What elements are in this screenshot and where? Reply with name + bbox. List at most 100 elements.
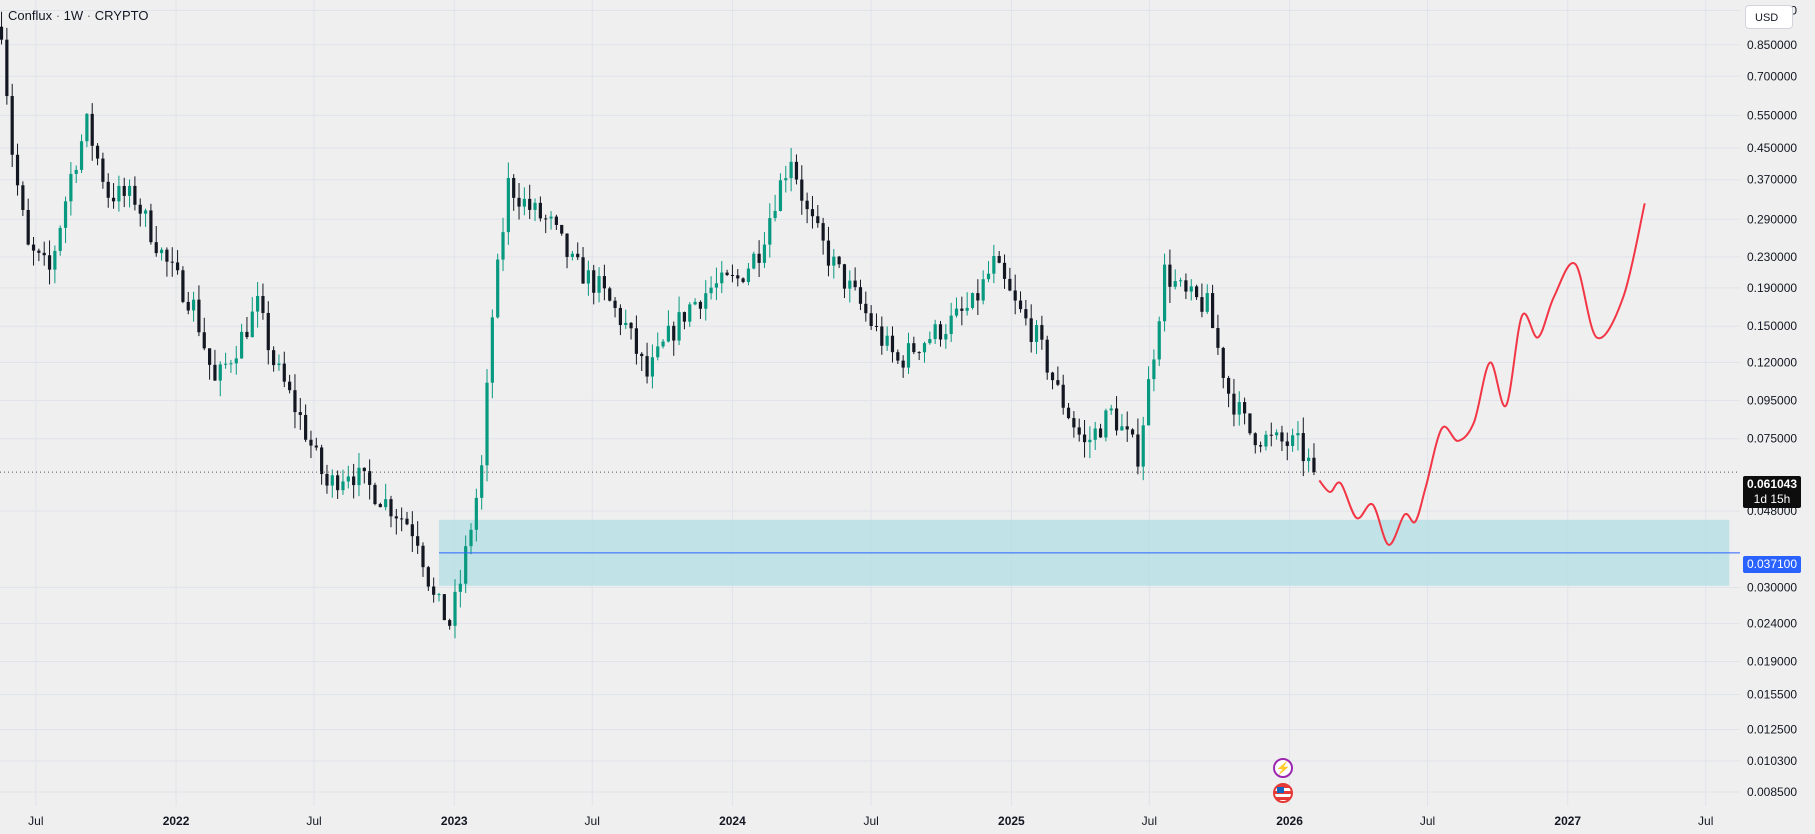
candle-body: [320, 447, 324, 474]
candle-body: [416, 536, 420, 546]
candle-body: [1146, 379, 1151, 426]
candle-body: [1130, 429, 1135, 435]
candle-body: [896, 352, 900, 361]
candle-body: [47, 255, 52, 270]
candle-body: [245, 331, 249, 338]
candle-body: [202, 332, 206, 349]
y-tick-label: 0.550000: [1747, 108, 1797, 122]
candle-body: [704, 293, 708, 309]
candle-body: [565, 233, 569, 257]
candle-body: [261, 295, 265, 313]
candle-body: [5, 39, 9, 97]
candle-body: [912, 343, 916, 353]
interval-label: 1W: [63, 8, 84, 23]
candle-body: [597, 276, 601, 293]
y-tick-label: 0.370000: [1747, 173, 1797, 187]
candle-body: [1008, 278, 1012, 291]
candle-body: [341, 481, 345, 491]
candle-body: [330, 475, 334, 486]
symbol-title[interactable]: Conflux · 1W · CRYPTO: [8, 8, 148, 23]
lightning-icon[interactable]: ⚡: [1273, 758, 1293, 778]
candle-body: [336, 475, 340, 491]
title-separator-2: ·: [86, 8, 92, 23]
x-tick-label: 2023: [441, 814, 468, 828]
candle-body: [1173, 281, 1177, 287]
candle-body: [309, 439, 313, 446]
y-tick-label: 0.075000: [1747, 432, 1797, 446]
y-tick-label: 0.019000: [1747, 655, 1797, 669]
candle-body: [725, 272, 729, 276]
candle-body: [784, 178, 788, 181]
candle-body: [821, 223, 825, 241]
candle-body: [1216, 328, 1220, 348]
x-tick-label: 2027: [1554, 814, 1581, 828]
candle-body: [197, 299, 201, 333]
candle-body: [175, 262, 180, 271]
candle-body: [554, 216, 558, 225]
x-tick-label: 2022: [163, 814, 190, 828]
candle-body: [95, 145, 100, 159]
candle-body: [768, 218, 772, 245]
candle-body: [1056, 380, 1060, 385]
candle-body: [85, 113, 89, 142]
currency-button[interactable]: USD: [1745, 5, 1793, 29]
x-tick-label: Jul: [863, 814, 878, 828]
y-tick-label: 0.230000: [1747, 250, 1797, 264]
x-tick-label: 2026: [1276, 814, 1303, 828]
candle-body: [293, 390, 297, 413]
candle-body: [757, 253, 761, 263]
candle-body: [661, 341, 665, 347]
candle-body: [234, 358, 238, 364]
candle-body: [111, 197, 116, 202]
candle-body: [186, 301, 190, 311]
candle-body: [42, 252, 46, 256]
candle-body: [138, 204, 142, 214]
y-tick-label: 0.010300: [1747, 754, 1797, 768]
candle-body: [1296, 433, 1300, 436]
forecast-curve[interactable]: [1318, 203, 1646, 546]
candle-body: [506, 177, 510, 233]
y-tick-label: 0.700000: [1747, 69, 1797, 83]
us-flag-icon[interactable]: [1273, 783, 1293, 803]
candle-body: [37, 250, 41, 253]
candle-body: [277, 363, 281, 366]
candle-body: [1301, 433, 1305, 462]
candle-body: [997, 255, 1001, 263]
candle-body: [1029, 318, 1033, 342]
candle-body: [848, 280, 852, 289]
candle-body: [517, 197, 521, 207]
candle-body: [21, 185, 25, 210]
candle-body: [869, 313, 873, 326]
candle-body: [218, 364, 222, 381]
y-tick-label: 0.024000: [1747, 617, 1797, 631]
grid: [0, 0, 1740, 806]
candle-body: [1253, 433, 1257, 446]
candle-body: [159, 249, 164, 254]
candle-body: [384, 499, 388, 508]
forecast-path[interactable]: [1318, 203, 1646, 546]
candle-body: [874, 325, 879, 327]
candle-body: [496, 259, 500, 318]
candle-body: [746, 268, 751, 282]
candle-body: [634, 328, 638, 354]
y-tick-label: 0.120000: [1747, 355, 1797, 369]
candle-body: [314, 445, 318, 448]
symbol-name: Conflux: [8, 8, 53, 23]
time-axis[interactable]: Jul 2022 Jul 2023 Jul 2024 Jul 2025 Jul 2026 Jul 20…: [28, 814, 1713, 828]
candle-body: [117, 185, 121, 202]
candle-body: [122, 185, 126, 196]
y-tick-label: 0.450000: [1747, 141, 1797, 155]
candle-body: [101, 158, 105, 182]
y-tick-label: 0.008500: [1747, 785, 1797, 799]
horizontal-level-label[interactable]: 0.037100: [1743, 556, 1801, 573]
candle-body: [720, 272, 724, 284]
candle-body: [26, 209, 30, 245]
candle-body: [325, 473, 329, 486]
candle-body: [1024, 309, 1028, 319]
candle-body: [730, 275, 735, 277]
candle-body: [1066, 407, 1071, 419]
y-tick-label: 0.015500: [1747, 688, 1797, 702]
candle-body: [10, 96, 14, 155]
candle-body: [1040, 325, 1044, 340]
